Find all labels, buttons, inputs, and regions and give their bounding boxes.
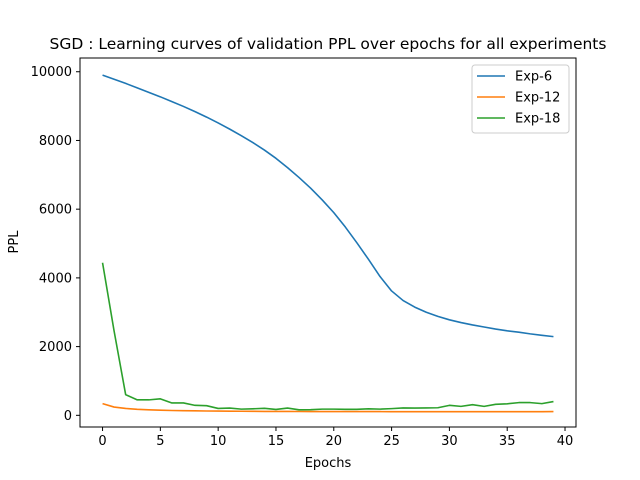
legend-label-exp-6: Exp-6 <box>515 70 552 85</box>
legend: Exp-6 Exp-12 Exp-18 <box>471 64 570 134</box>
series-line-exp-6 <box>102 74 554 338</box>
y-tick-label: 4000 <box>39 271 72 286</box>
y-tick-label: 2000 <box>39 340 72 355</box>
y-tick-label: 0 <box>64 409 72 424</box>
x-tick-label: 5 <box>156 434 164 449</box>
x-tick-label: 20 <box>326 434 343 449</box>
y-axis-label: PPL <box>7 230 22 254</box>
x-tick-label: 25 <box>383 434 400 449</box>
x-axis-ticks: 0 5 10 15 20 25 30 35 40 <box>98 427 573 449</box>
x-tick-label: 40 <box>557 434 574 449</box>
x-axis-label: Epochs <box>305 456 352 471</box>
legend-box <box>471 64 570 134</box>
x-tick-label: 10 <box>210 434 227 449</box>
plot-frame <box>79 57 577 428</box>
x-tick-label: 35 <box>499 434 516 449</box>
x-tick-label: 15 <box>268 434 285 449</box>
legend-label-exp-12: Exp-12 <box>515 91 560 106</box>
series-line-exp-12 <box>102 402 554 413</box>
x-tick-label: 30 <box>441 434 458 449</box>
legend-label-exp-18: Exp-18 <box>515 112 560 127</box>
y-axis-ticks: 0 2000 4000 6000 8000 10000 <box>31 65 80 424</box>
y-tick-label: 6000 <box>39 203 72 218</box>
plot-lines <box>101 74 554 413</box>
x-tick-label: 0 <box>98 434 106 449</box>
chart-title: SGD : Learning curves of validation PPL … <box>50 35 607 53</box>
y-tick-label: 8000 <box>39 134 72 149</box>
series-line-exp-18 <box>101 262 554 411</box>
y-tick-label: 10000 <box>31 65 72 80</box>
